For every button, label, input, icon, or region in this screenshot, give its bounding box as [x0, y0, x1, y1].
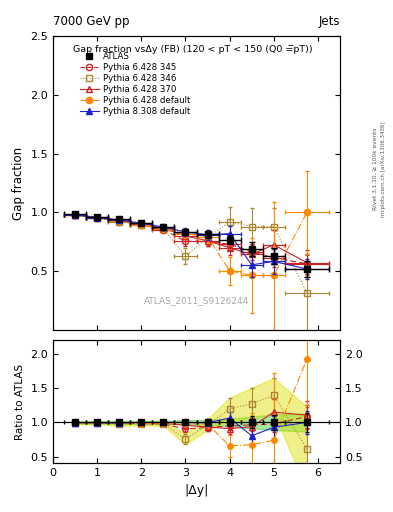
- Text: mcplots.cern.ch [arXiv:1306.3436]: mcplots.cern.ch [arXiv:1306.3436]: [381, 121, 386, 217]
- Y-axis label: Gap fraction: Gap fraction: [12, 146, 25, 220]
- Text: Jets: Jets: [318, 15, 340, 29]
- Legend: ATLAS, Pythia 6.428 345, Pythia 6.428 346, Pythia 6.428 370, Pythia 6.428 defaul: ATLAS, Pythia 6.428 345, Pythia 6.428 34…: [77, 49, 193, 119]
- Text: Rivet 3.1.10, ≥ 100k events: Rivet 3.1.10, ≥ 100k events: [373, 127, 378, 210]
- Y-axis label: Ratio to ATLAS: Ratio to ATLAS: [15, 364, 25, 440]
- Text: ATLAS_2011_S9126244: ATLAS_2011_S9126244: [144, 296, 249, 305]
- X-axis label: |Δy|: |Δy|: [184, 484, 209, 497]
- Text: 7000 GeV pp: 7000 GeV pp: [53, 15, 130, 29]
- Text: Gap fraction vsΔy (FB) (120 < pT < 150 (Q0 =̅pT)): Gap fraction vsΔy (FB) (120 < pT < 150 (…: [73, 45, 313, 54]
